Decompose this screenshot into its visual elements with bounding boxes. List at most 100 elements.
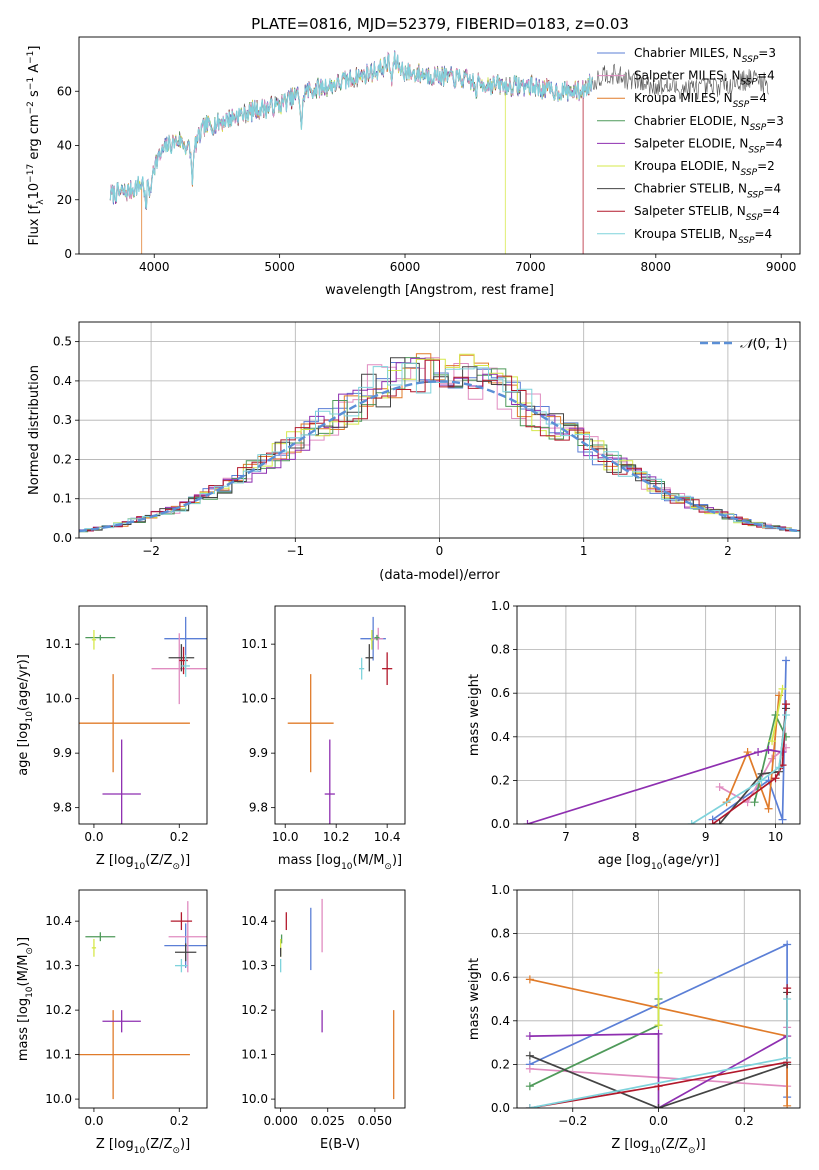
weight-point-marker <box>687 820 696 824</box>
label-part: Salpeter STELIB, N <box>634 204 746 218</box>
label-part: Salpeter ELODIE, N <box>634 136 748 150</box>
label-part: =4 <box>754 227 772 241</box>
y-tick-label: 9.9 <box>53 746 72 760</box>
weight-point-marker <box>783 940 792 949</box>
weight-point-marker <box>654 1021 663 1030</box>
plot-area <box>287 616 393 824</box>
y-tick-label: 0.4 <box>53 374 72 388</box>
legend-label: Chabrier MILES, NSSP=3 <box>634 46 776 65</box>
y-tick-label: 1.0 <box>491 599 510 613</box>
data-point <box>85 634 116 641</box>
x-axis-label: E(B-V) <box>320 1137 360 1152</box>
data-point <box>370 629 374 650</box>
x-tick-label: 10.2 <box>323 830 350 844</box>
axes-frame <box>78 889 208 1109</box>
label-part: =2 <box>757 159 775 173</box>
model-spectrum-line <box>109 52 593 206</box>
weight-point-marker <box>654 1029 663 1038</box>
weight-point-marker <box>768 737 777 746</box>
axes-frame <box>78 321 801 539</box>
y-tick-label: 1.0 <box>491 883 510 897</box>
weight-point-marker <box>771 774 780 783</box>
weight-series-line <box>529 1033 788 1108</box>
data-point <box>374 634 380 641</box>
x-tick-label: 10 <box>768 830 783 844</box>
histogram-step-line <box>79 359 800 533</box>
y-tick-label: 10.4 <box>45 914 72 928</box>
legend-label: Chabrier STELIB, NSSP=4 <box>634 182 781 201</box>
label-part: SSP <box>750 123 767 133</box>
y-tick-label: 9.8 <box>53 801 72 815</box>
x-tick-label: 0 <box>436 544 444 558</box>
weight-series-line <box>691 714 787 824</box>
y-tick-label: 9.9 <box>249 746 268 760</box>
mass-vs-ebv-panel: 0.000 0.025 0.050 10.0 10.1 10.2 10.3 10.4 E(B-V… <box>241 889 406 1152</box>
legend-label: Chabrier ELODIE, NSSP=3 <box>634 114 784 133</box>
x-tick-label: 5000 <box>264 260 295 274</box>
spectrum-panel: 4000 5000 6000 7000 8000 9000 0 20 40 60 wavelengt… <box>26 36 801 298</box>
label-part: (age/yr)] <box>662 853 719 868</box>
data-point <box>168 644 195 672</box>
weight-point-marker <box>654 1104 663 1108</box>
weight-point-marker <box>654 968 663 977</box>
y-tick-label: 0.1 <box>53 492 72 506</box>
axes-frame <box>516 605 801 825</box>
y-tick-label: 10.4 <box>241 914 268 928</box>
label-part: =4 <box>765 136 783 150</box>
y-axis-label: Normed distribution <box>27 365 42 495</box>
data-point <box>85 932 116 942</box>
x-tick-label: −1 <box>286 544 304 558</box>
legend-label: Salpeter STELIB, NSSP=4 <box>634 204 780 223</box>
label-part: =3 <box>758 46 776 60</box>
label-part: Flux [f <box>27 204 42 245</box>
y-tick-label: 0.0 <box>491 817 510 831</box>
weight-point-marker <box>708 820 717 824</box>
y-tick-label: 0.2 <box>491 1057 510 1071</box>
y-tick-label: 0.6 <box>491 970 510 984</box>
y-tick-label: 10.2 <box>45 1003 72 1017</box>
label-part: SSP <box>748 145 765 155</box>
data-point <box>359 657 365 680</box>
data-point <box>170 912 193 931</box>
y-tick-label: 0.6 <box>491 686 510 700</box>
label-part: SSP <box>733 100 750 110</box>
weight-point-marker <box>782 700 791 709</box>
weight-point-marker <box>783 995 792 1003</box>
weight-point-marker <box>525 1104 534 1108</box>
y-tick-label: 10.1 <box>241 637 268 651</box>
label-part: Chabrier MILES, N <box>634 46 742 60</box>
data-point <box>287 674 334 773</box>
y-tick-label: 0 <box>64 247 72 261</box>
x-tick-label: 0.000 <box>263 1114 297 1128</box>
label-part: =4 <box>764 182 782 196</box>
x-tick-label: 0.025 <box>311 1114 345 1128</box>
label-part: mass [log <box>16 998 31 1061</box>
weight-point-marker <box>715 820 724 824</box>
x-tick-label: 0.2 <box>735 1114 754 1128</box>
label-part: (Z/Z <box>145 853 172 868</box>
x-tick-label: 9000 <box>766 260 797 274</box>
label-part: (0, 1) <box>752 337 787 352</box>
age-vs-metallicity-panel: 0.0 0.29.89.910.010.1Z [log10(Z/Z⊙)]age [… <box>16 605 208 872</box>
label-part: ] <box>27 46 42 51</box>
y-axis-label: mass weight <box>467 958 482 1040</box>
y-axis-label: Flux [fλ10−17 erg cm−2 s−1 A−1] <box>26 46 46 246</box>
x-tick-label: 10.0 <box>272 830 299 844</box>
label-part: )] <box>180 1137 190 1152</box>
y-tick-label: 0.3 <box>53 413 72 427</box>
y-tick-label: 10.3 <box>45 959 72 973</box>
x-tick-label: 1 <box>580 544 588 558</box>
label-part: erg cm <box>27 114 42 163</box>
x-axis-label: (data-model)/error <box>379 568 500 583</box>
weight-point-marker <box>768 754 777 763</box>
axes-frame <box>516 889 801 1109</box>
y-tick-label: 0.2 <box>53 452 72 466</box>
label-part: )] <box>180 853 190 868</box>
y-tick-label: 10.1 <box>45 1048 72 1062</box>
label-part: 10 <box>27 183 42 200</box>
model-spectrum-line <box>109 53 593 209</box>
model-spectrum-line <box>109 50 593 210</box>
x-tick-label: 7 <box>562 830 570 844</box>
y-tick-label: 60 <box>57 84 72 98</box>
